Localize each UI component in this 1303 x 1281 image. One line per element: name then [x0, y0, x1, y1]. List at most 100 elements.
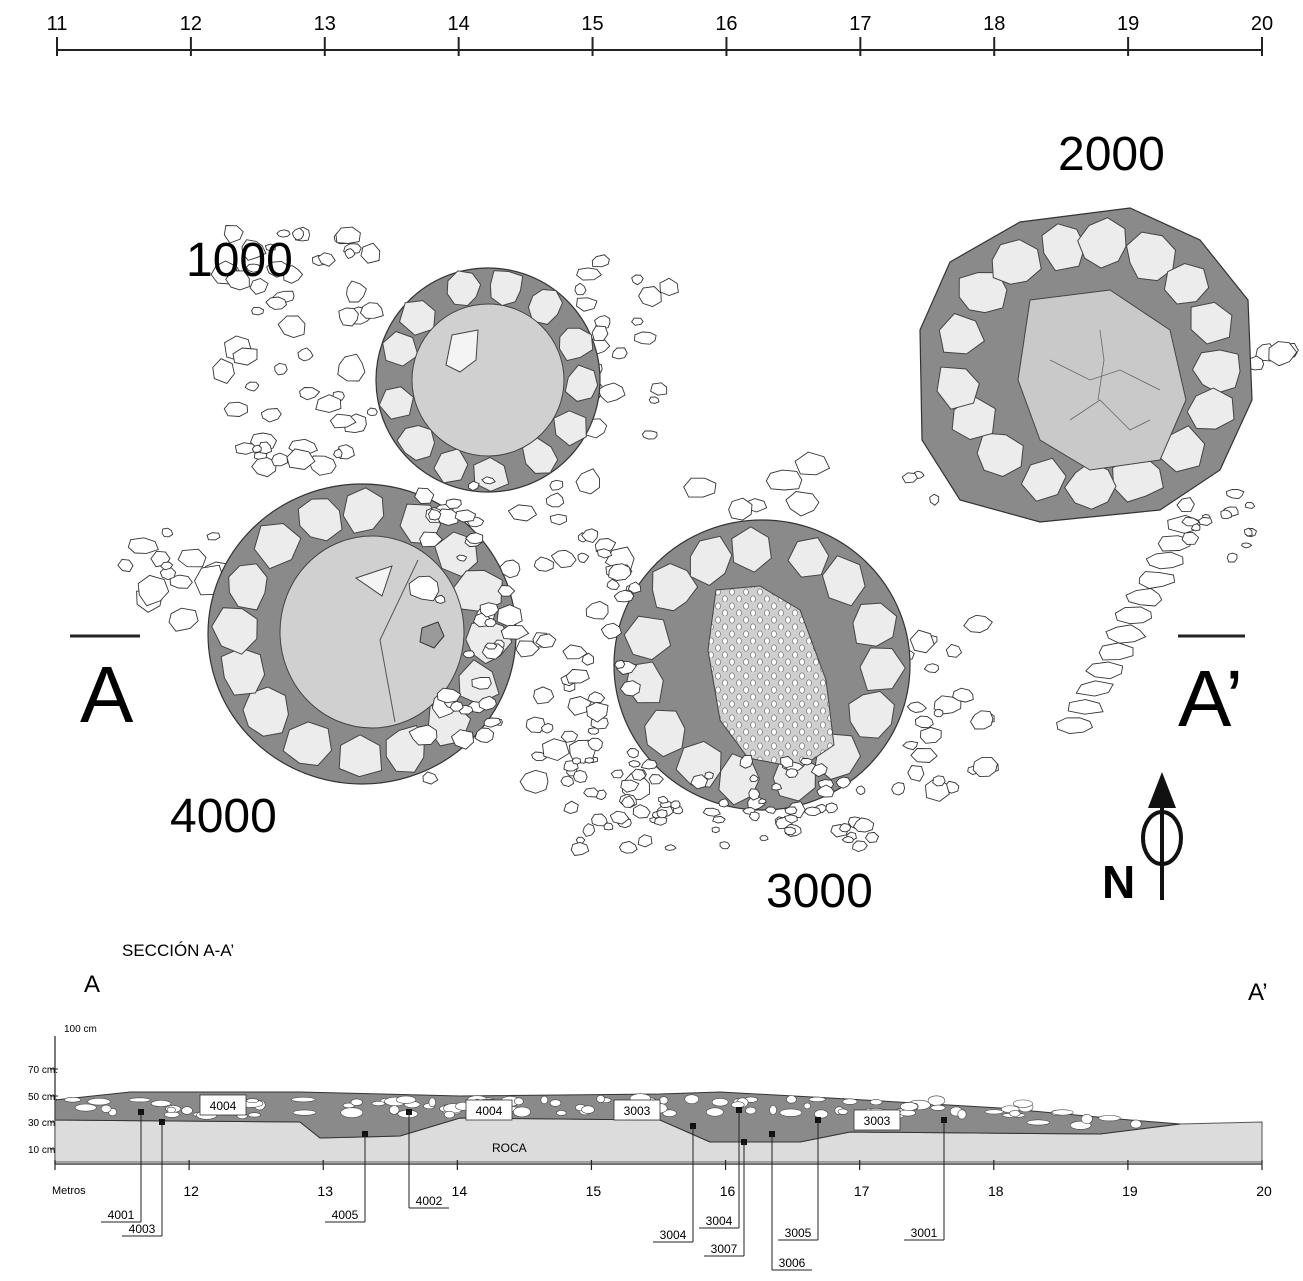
wall-stone: [936, 366, 980, 410]
loose-stone: [329, 413, 357, 429]
rubble-stone: [583, 787, 599, 798]
section-stone: [808, 1096, 826, 1103]
rubble-stone: [454, 509, 477, 523]
north-arrow-circle-icon: [1141, 810, 1183, 866]
loose-stone: [223, 225, 244, 244]
ruler-tick-label: 13: [314, 13, 336, 35]
section-x-tick-label: 19: [1122, 1183, 1138, 1199]
wall-stone: [253, 522, 302, 570]
loose-stone: [299, 387, 321, 401]
rubble-stone: [759, 835, 769, 841]
loose-stone: [137, 574, 170, 607]
section-stone: [350, 1098, 363, 1106]
rubble-stone: [653, 816, 668, 826]
loose-stone: [963, 614, 993, 633]
path-stone: [1105, 624, 1147, 644]
rubble-stone: [581, 528, 599, 544]
top-ruler: 11 12 13 14 15 16 17 18 19 20: [47, 13, 1273, 56]
section-stone: [150, 1100, 172, 1107]
path-stone: [1067, 699, 1104, 715]
section-stone: [899, 1102, 919, 1111]
rubble-stone: [436, 687, 462, 704]
rubble-stone: [468, 480, 480, 492]
rubble-stone: [764, 806, 777, 814]
structure-3000-wall-stones: [623, 526, 906, 806]
loose-stone: [910, 748, 938, 763]
loose-stone: [160, 561, 174, 571]
rubble-stone: [562, 644, 588, 660]
rubble-stone: [825, 802, 838, 814]
path-stone: [1225, 489, 1245, 500]
loose-stone: [127, 537, 159, 554]
loose-stone: [335, 226, 361, 244]
rubble-stone: [683, 477, 717, 498]
callout-label: 3004: [660, 1228, 687, 1242]
loose-stone: [923, 663, 940, 674]
rubble-stone: [422, 771, 439, 785]
rubble-stone: [799, 758, 813, 766]
rubble-stone: [445, 498, 462, 509]
section-rock-label: ROCA: [492, 1141, 527, 1155]
loose-stone: [232, 347, 258, 366]
callout-label: 3007: [711, 1242, 738, 1256]
loose-stone: [265, 296, 288, 310]
rubble-stone: [765, 469, 803, 491]
rubble-stone: [533, 556, 554, 572]
wall-stone: [242, 686, 289, 737]
section-stone: [869, 1099, 883, 1106]
section-stone: [549, 1099, 562, 1107]
loose-stone: [251, 444, 262, 453]
rubble-stone: [484, 617, 497, 628]
section-stone: [371, 1101, 386, 1106]
rubble-stone: [600, 622, 623, 640]
rubble-stone: [658, 795, 669, 804]
loose-stone: [367, 407, 378, 417]
structure-4000-hearth: [419, 621, 445, 649]
ruler-tick-label: 16: [715, 13, 737, 35]
rubble-stone: [591, 813, 608, 827]
ruler-tick-label: 18: [983, 13, 1005, 35]
wall-stone: [821, 555, 866, 607]
section-stone: [837, 1108, 849, 1115]
section-marker-a: A: [70, 634, 140, 739]
wall-stone: [991, 239, 1042, 285]
section-stone: [803, 1102, 811, 1110]
rubble-stone: [614, 659, 626, 669]
section-x-tick-label: 20: [1256, 1183, 1272, 1199]
section-stone: [711, 1097, 729, 1107]
wall-stone: [976, 432, 1024, 478]
rubble-stone: [784, 806, 798, 815]
loose-stone: [901, 472, 918, 484]
callout-label: 4002: [416, 1194, 443, 1208]
path-stone: [1181, 531, 1200, 545]
rubble-stone: [549, 513, 568, 526]
rubble-stone: [450, 729, 475, 750]
loose-stone: [907, 765, 925, 782]
loose-stone: [1268, 341, 1298, 367]
path-stone: [1243, 527, 1253, 537]
rubble-stone: [620, 779, 640, 793]
structure-3000-label: 3000: [766, 865, 873, 918]
rubble-stone: [719, 841, 731, 850]
loose-stone: [333, 448, 343, 459]
rubble-stone: [577, 552, 590, 564]
section-stone: [1080, 1114, 1093, 1124]
loose-stone: [161, 527, 174, 538]
callout-label: 4001: [108, 1208, 135, 1222]
structure-1000-label: 1000: [186, 234, 293, 287]
loose-stone: [251, 306, 264, 316]
wall-stone: [1186, 387, 1235, 430]
loose-stone: [337, 353, 366, 382]
rubble-stone: [702, 807, 721, 817]
section-stone: [395, 1095, 417, 1104]
loose-stone: [260, 408, 282, 423]
rubble-stone: [408, 724, 438, 746]
loose-stone: [574, 282, 587, 296]
wall-stone: [558, 327, 594, 362]
rubble-stone: [627, 581, 642, 594]
structure-4000: 4000: [117, 483, 517, 843]
section-marker-a-label: A: [80, 650, 134, 739]
section-stone: [428, 1097, 436, 1108]
section-stone: [246, 1098, 259, 1104]
rubble-stone: [728, 497, 753, 521]
